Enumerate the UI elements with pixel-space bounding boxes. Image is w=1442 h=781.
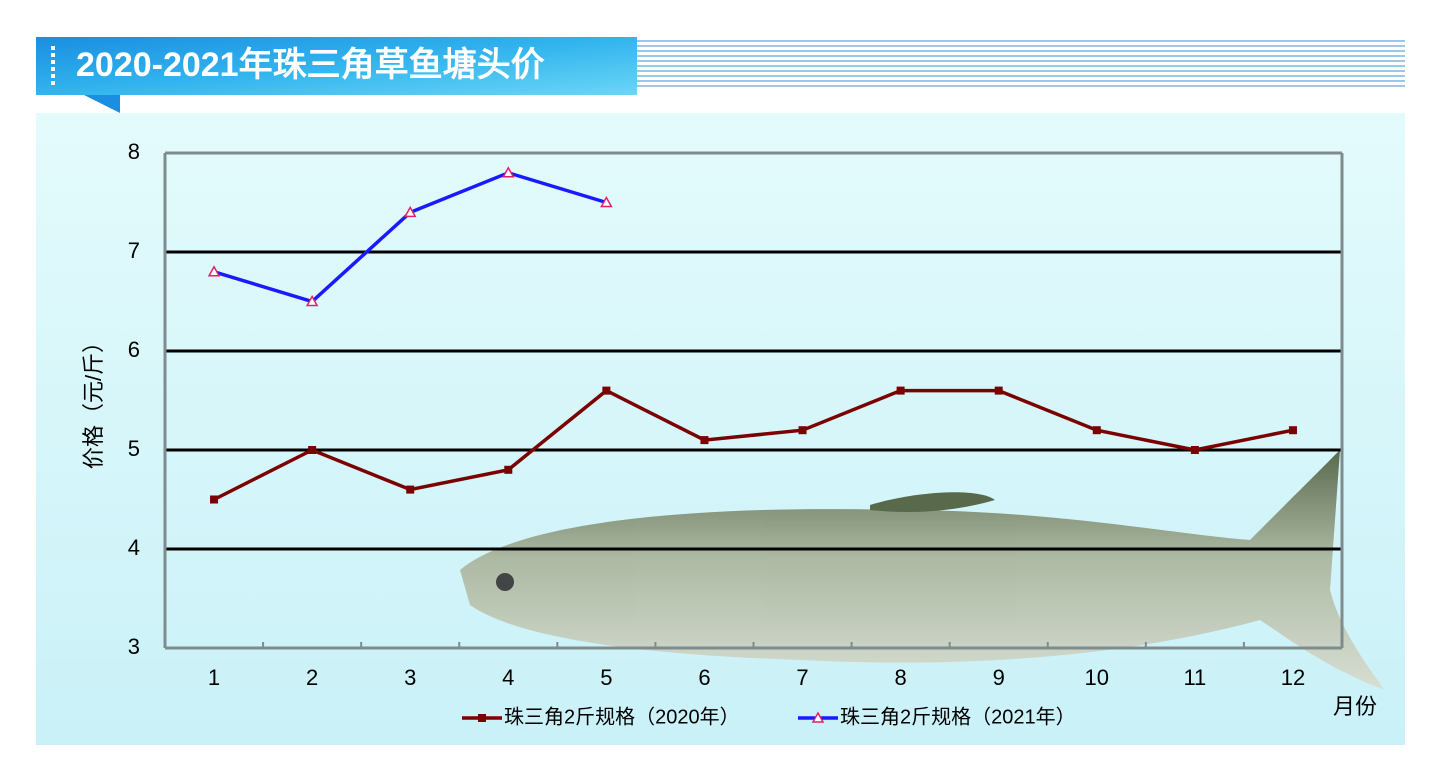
point — [504, 465, 513, 474]
x-tick-label: 2 — [306, 665, 318, 690]
point — [896, 386, 905, 395]
point — [210, 495, 219, 504]
series-line — [213, 388, 1294, 502]
point — [406, 485, 415, 494]
x-tick-label: 7 — [796, 665, 808, 690]
x-tick-label: 4 — [502, 665, 514, 690]
point — [403, 205, 417, 218]
x-tick-label: 6 — [698, 665, 710, 690]
point — [1190, 446, 1199, 454]
point — [305, 294, 319, 307]
point — [600, 195, 613, 208]
legend-label: 珠三角2斤规格（2021年） — [840, 705, 1076, 728]
point — [1092, 426, 1101, 435]
point — [1288, 426, 1297, 435]
x-tick-label: 10 — [1085, 665, 1109, 690]
y-tick-label: 8 — [128, 139, 140, 164]
x-tick-label: 12 — [1281, 665, 1305, 690]
x-tick-label: 9 — [993, 665, 1005, 690]
fish — [460, 450, 1385, 690]
y-tick-label: 5 — [128, 436, 140, 461]
banner — [36, 37, 637, 95]
legend-label: 珠三角2斤规格（2020年） — [504, 705, 740, 728]
x-tick-label: 11 — [1183, 665, 1206, 690]
point — [700, 436, 709, 445]
banner-tail — [84, 95, 120, 113]
point — [478, 714, 486, 722]
point — [602, 386, 611, 395]
point — [207, 265, 221, 277]
y-tick-label: 4 — [128, 535, 140, 560]
y-tick-label: 7 — [128, 238, 140, 263]
point — [502, 166, 515, 178]
point — [994, 386, 1003, 395]
x-tick-label: 8 — [895, 665, 907, 690]
point — [308, 446, 317, 454]
x-tick-label: 3 — [404, 665, 416, 690]
chart-title: 2020-2021年珠三角草鱼塘头价 — [76, 46, 545, 84]
y-tick-label: 3 — [128, 634, 140, 659]
x-tick-label: 5 — [600, 665, 612, 690]
x-tick-label: 1 — [208, 665, 220, 690]
point — [798, 426, 807, 435]
stripes — [637, 40, 1405, 90]
y-axis-label: 价格（元/斤） — [81, 331, 106, 469]
x-axis-label: 月份 — [1333, 694, 1377, 719]
y-tick-label: 6 — [128, 337, 140, 362]
point — [811, 711, 825, 723]
